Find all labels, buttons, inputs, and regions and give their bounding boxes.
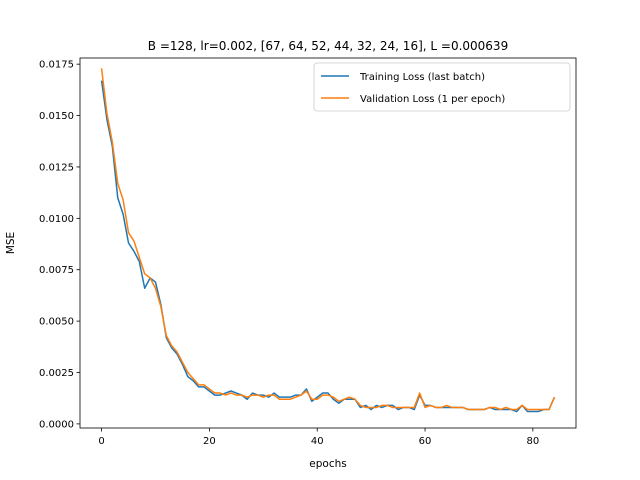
y-tick-label: 0.0100: [39, 214, 74, 225]
x-tick-label: 40: [311, 436, 324, 447]
series-layer: [100, 68, 556, 413]
x-tick-label: 60: [419, 436, 432, 447]
y-tick-label: 0.0050: [39, 317, 74, 328]
axes-frame: [79, 57, 577, 429]
x-tick-label: 80: [527, 436, 540, 447]
y-tick-label: 0.0075: [39, 265, 74, 276]
y-axis-label: MSE: [5, 232, 17, 254]
y-tick-label: 0.0175: [39, 60, 74, 71]
y-tick-label: 0.0125: [39, 162, 74, 173]
validation-loss-line: [100, 68, 556, 411]
axes-layer: 0 20 40 60 80 0.0000 0.0025 0.0050 0.0075 0.0100 0…: [39, 57, 577, 447]
legend: Training Loss (last batch) Validation Los…: [313, 62, 571, 112]
legend-label-validation: Validation Loss (1 per epoch): [360, 94, 505, 105]
chart-title: B =128, lr=0.002, [67, 64, 52, 44, 32, 2…: [148, 39, 508, 53]
legend-box: [313, 62, 571, 112]
plot-area: [80, 58, 576, 428]
y-tick-label: 0.0000: [39, 419, 74, 430]
x-tick-label: 0: [98, 436, 104, 447]
x-tick-label: 20: [203, 436, 216, 447]
y-tick-label: 0.0025: [39, 368, 74, 379]
y-tick-label: 0.0150: [39, 111, 74, 122]
x-axis-label: epochs: [309, 458, 346, 470]
legend-label-training: Training Loss (last batch): [359, 72, 485, 83]
